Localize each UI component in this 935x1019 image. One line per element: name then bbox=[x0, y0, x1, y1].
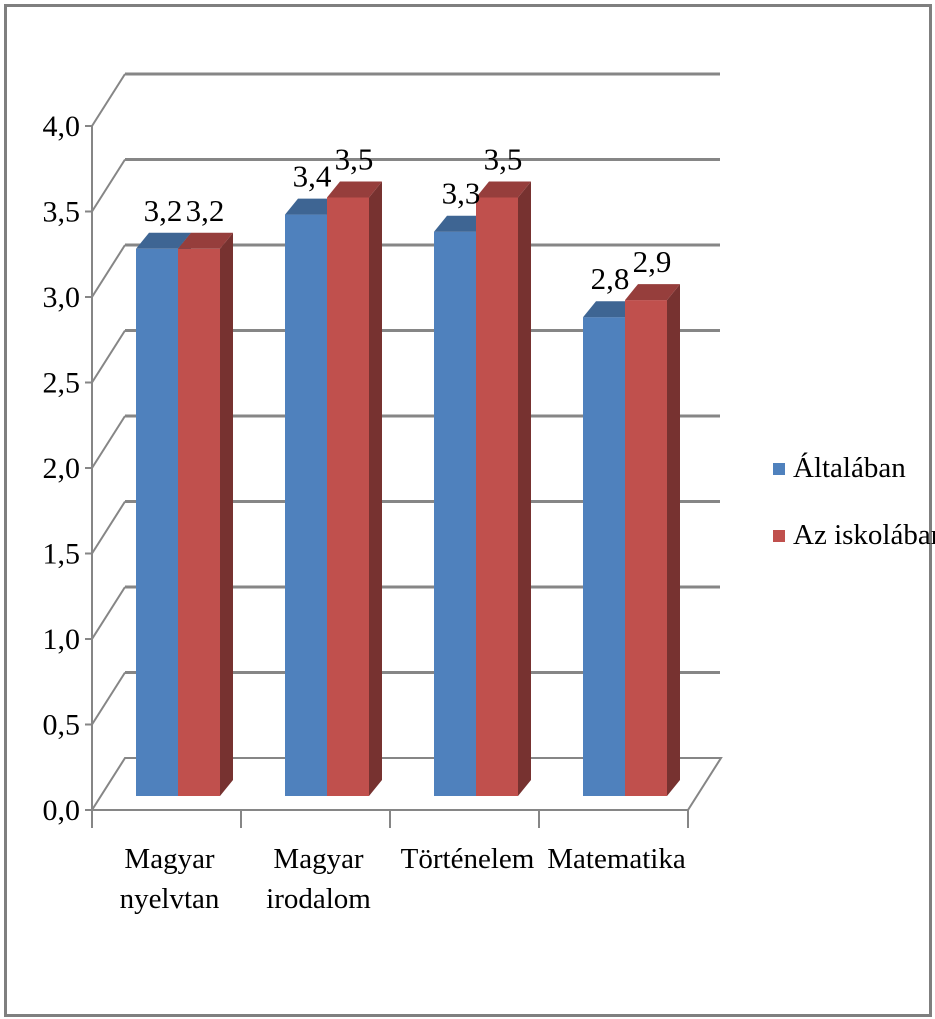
side-gridline bbox=[91, 73, 126, 127]
bar-altalaban-top bbox=[136, 232, 191, 249]
bar-altalaban-top bbox=[434, 215, 489, 232]
bar-az-iskolaban-front bbox=[327, 197, 369, 796]
bar-az-iskolaban-side bbox=[220, 232, 233, 797]
data-label: 3,4 bbox=[293, 159, 332, 194]
bar-az-iskolaban-top bbox=[625, 284, 680, 301]
side-gridline bbox=[91, 329, 126, 384]
bar-az-iskolaban-top bbox=[476, 181, 531, 198]
y-tick-label: 4,0 bbox=[43, 110, 81, 143]
data-label: 2,8 bbox=[591, 261, 630, 296]
y-tick-label: 0,0 bbox=[43, 794, 81, 827]
category-label: Történelem bbox=[401, 843, 535, 875]
y-tick-label: 2,0 bbox=[43, 452, 81, 485]
data-label: 3,3 bbox=[442, 176, 481, 211]
bar-altalaban-top bbox=[583, 301, 638, 318]
legend-label-az-iskolaban: Az iskolában bbox=[793, 519, 935, 551]
bar-altalaban-top bbox=[285, 198, 340, 215]
side-gridline bbox=[91, 500, 126, 555]
side-gridline bbox=[91, 158, 126, 213]
bar-az-iskolaban-front bbox=[476, 197, 518, 796]
bar-az-iskolaban-side bbox=[369, 181, 382, 796]
category-label: nyelvtan bbox=[120, 883, 220, 915]
data-label: 3,2 bbox=[186, 193, 225, 228]
legend-label-altalaban: Általában bbox=[793, 451, 906, 484]
y-tick-label: 0,5 bbox=[43, 709, 81, 742]
bar-az-iskolaban-side bbox=[518, 181, 531, 796]
legend-swatch-az-iskolaban bbox=[773, 530, 785, 542]
legend-swatch-altalaban bbox=[773, 463, 785, 475]
bar-az-iskolaban-top bbox=[327, 181, 382, 198]
side-gridline bbox=[91, 586, 126, 640]
bar-altalaban-front bbox=[136, 248, 178, 797]
category-label: Matematika bbox=[547, 843, 686, 875]
y-tick-label: 2,5 bbox=[43, 367, 81, 400]
bars bbox=[136, 181, 680, 797]
category-label: Magyar bbox=[124, 843, 215, 875]
data-label: 2,9 bbox=[633, 244, 672, 279]
side-gridline bbox=[91, 415, 126, 469]
bar-az-iskolaban-front bbox=[625, 300, 667, 796]
bar-altalaban-front bbox=[583, 317, 625, 796]
y-tick-label: 1,0 bbox=[43, 623, 81, 656]
axes: 0,0 0,5 1,0 1,5 2,0 2,5 3,0 3,5 4,0 bbox=[43, 110, 689, 828]
bar-az-iskolaban-front bbox=[178, 248, 220, 797]
category-label: irodalom bbox=[266, 883, 371, 915]
data-label: 3,2 bbox=[144, 193, 183, 228]
bar-az-iskolaban-top bbox=[178, 232, 233, 249]
bar-altalaban-front bbox=[434, 231, 476, 796]
y-tick-label: 3,5 bbox=[43, 196, 81, 229]
side-gridline bbox=[91, 244, 126, 298]
data-label: 3,5 bbox=[335, 142, 374, 177]
bar-az-iskolaban-side bbox=[667, 284, 680, 796]
category-label: Magyar bbox=[273, 843, 364, 875]
y-tick-label: 1,5 bbox=[43, 538, 81, 571]
bar-altalaban-front bbox=[285, 214, 327, 797]
y-tick-label: 3,0 bbox=[43, 281, 81, 314]
data-label: 3,5 bbox=[484, 142, 523, 177]
side-gridline bbox=[91, 671, 126, 726]
legend: Általában Az iskolában bbox=[773, 451, 935, 551]
